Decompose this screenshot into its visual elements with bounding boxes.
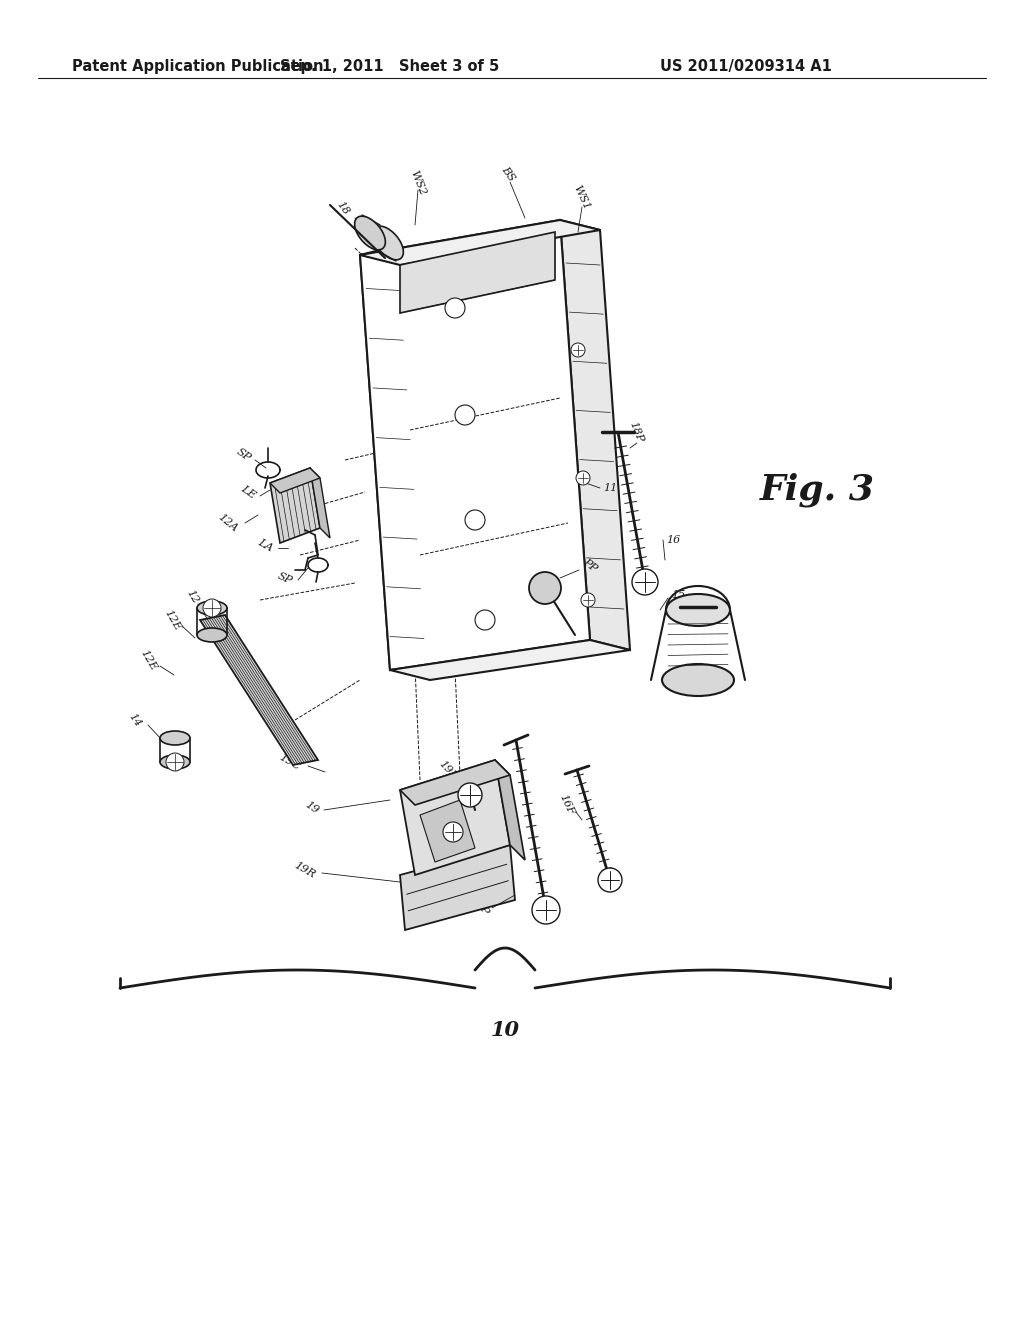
Circle shape [465, 510, 485, 531]
Text: 12: 12 [184, 589, 200, 606]
Circle shape [529, 572, 561, 605]
Ellipse shape [662, 664, 734, 696]
Circle shape [445, 298, 465, 318]
Circle shape [598, 869, 622, 892]
Text: 12P: 12P [470, 894, 489, 917]
Text: 12E: 12E [138, 648, 158, 672]
Ellipse shape [373, 226, 403, 260]
Text: Fig. 3: Fig. 3 [760, 473, 874, 507]
Polygon shape [270, 469, 319, 543]
Text: 15: 15 [671, 590, 685, 601]
Polygon shape [400, 760, 510, 875]
Circle shape [532, 896, 560, 924]
Polygon shape [400, 845, 515, 931]
Text: 19C: 19C [278, 752, 302, 772]
Text: 11: 11 [603, 483, 617, 492]
Polygon shape [360, 220, 600, 265]
Text: 12E: 12E [162, 607, 182, 632]
Text: PP: PP [581, 557, 599, 574]
Text: 18: 18 [335, 199, 351, 216]
Text: LA: LA [256, 537, 274, 553]
Text: 19R: 19R [293, 861, 317, 880]
Ellipse shape [197, 628, 227, 642]
Text: 18P: 18P [628, 420, 645, 444]
Circle shape [458, 783, 482, 807]
Ellipse shape [197, 601, 227, 615]
Polygon shape [390, 640, 630, 680]
Circle shape [581, 593, 595, 607]
Text: 14: 14 [127, 711, 143, 729]
Polygon shape [560, 220, 630, 649]
Ellipse shape [666, 594, 730, 626]
Text: 19: 19 [303, 800, 321, 816]
Text: WS1: WS1 [572, 183, 592, 213]
Text: BS: BS [500, 165, 517, 183]
Polygon shape [420, 800, 475, 862]
Ellipse shape [160, 731, 190, 744]
Text: SP: SP [276, 570, 294, 586]
Circle shape [475, 610, 495, 630]
Circle shape [443, 822, 463, 842]
Circle shape [575, 471, 590, 484]
Polygon shape [400, 760, 510, 805]
Text: 16F: 16F [558, 793, 577, 817]
Circle shape [455, 405, 475, 425]
Text: 19P: 19P [437, 759, 459, 781]
Polygon shape [400, 232, 555, 313]
Circle shape [203, 599, 221, 616]
Ellipse shape [354, 216, 385, 249]
Polygon shape [310, 469, 330, 539]
Ellipse shape [160, 755, 190, 770]
Text: SP: SP [234, 446, 253, 463]
Text: 10: 10 [490, 1020, 519, 1040]
Text: Patent Application Publication: Patent Application Publication [72, 59, 324, 74]
Text: LE: LE [239, 483, 257, 500]
Text: US 2011/0209314 A1: US 2011/0209314 A1 [660, 59, 831, 74]
Text: 12A: 12A [216, 512, 240, 535]
Polygon shape [495, 760, 525, 861]
Circle shape [632, 569, 658, 595]
Polygon shape [200, 615, 318, 766]
Polygon shape [360, 220, 590, 671]
Circle shape [571, 343, 585, 356]
Circle shape [166, 752, 184, 771]
Text: 16: 16 [666, 535, 680, 545]
Text: WS2: WS2 [409, 169, 428, 197]
Polygon shape [270, 469, 319, 492]
Polygon shape [360, 246, 430, 671]
Text: Sep. 1, 2011   Sheet 3 of 5: Sep. 1, 2011 Sheet 3 of 5 [281, 59, 500, 74]
